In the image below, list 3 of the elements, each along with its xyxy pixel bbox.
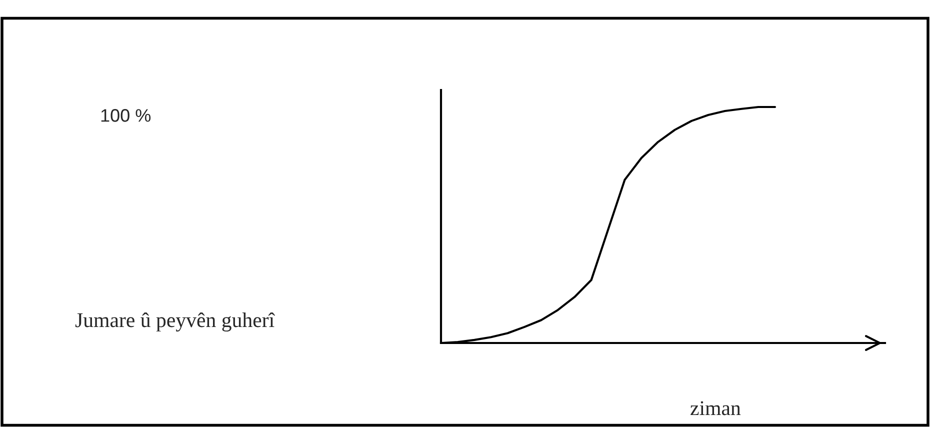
text: 100 % <box>101 109 151 122</box>
text: Jumare û peyvên guherî <box>75 312 275 332</box>
x-axis-title: ziman <box>690 401 741 416</box>
